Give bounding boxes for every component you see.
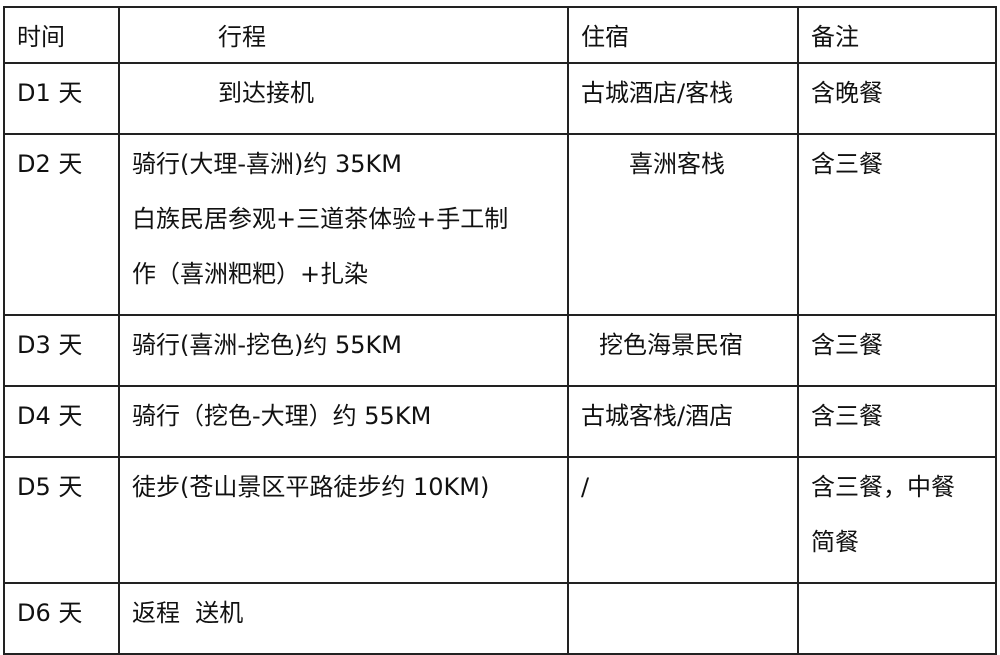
lodging-cell: 挖色海景民宿 [567, 314, 799, 387]
notes-cell: 含三餐 [797, 133, 997, 316]
lodging-cell [567, 582, 799, 655]
itinerary-line: 白族民居参观+三道茶体验+手工制 [132, 205, 509, 233]
itinerary-line: 骑行(大理-喜洲)约 35KM [132, 150, 402, 178]
table-row: D2 天 骑行(大理-喜洲)约 35KM 白族民居参观+三道茶体验+手工制 作（… [3, 133, 997, 316]
notes-cell [797, 582, 997, 655]
notes-line: 含晚餐 [811, 79, 883, 107]
itinerary-cell: 返程 送机 [118, 582, 569, 655]
itinerary-line: 返程 送机 [132, 599, 244, 627]
itinerary-cell: 骑行(大理-喜洲)约 35KM 白族民居参观+三道茶体验+手工制 作（喜洲粑粑）… [118, 133, 569, 316]
itinerary-cell: 骑行（挖色-大理）约 55KM [118, 385, 569, 458]
itinerary-line: 到达接机 [218, 79, 314, 107]
itinerary-cell: 到达接机 [118, 62, 569, 135]
itinerary-line: 徒步(苍山景区平路徒步约 10KM) [132, 473, 490, 501]
header-itinerary: 行程 [118, 6, 569, 64]
day-cell: D3 天 [3, 314, 120, 387]
day-cell: D5 天 [3, 456, 120, 584]
day-cell: D1 天 [3, 62, 120, 135]
notes-cell: 含三餐 [797, 385, 997, 458]
notes-cell: 含晚餐 [797, 62, 997, 135]
lodging-cell: / [567, 456, 799, 584]
notes-line: 含三餐 [811, 402, 883, 430]
lodging-cell: 古城客栈/酒店 [567, 385, 799, 458]
header-time: 时间 [3, 6, 120, 64]
table-row: D3 天 骑行(喜洲-挖色)约 55KM 挖色海景民宿 含三餐 [3, 314, 997, 387]
notes-line: 含三餐 [811, 150, 883, 178]
itinerary-line: 作（喜洲粑粑）+扎染 [132, 260, 369, 288]
itinerary-line: 骑行（挖色-大理）约 55KM [132, 402, 432, 430]
lodging-cell: 喜洲客栈 [567, 133, 799, 316]
notes-cell: 含三餐 [797, 314, 997, 387]
itinerary-table: 时间 行程 住宿 备注 D1 天 到达接机 古城酒店/客栈 含晚餐 D2 天 骑… [3, 6, 997, 655]
itinerary-cell: 徒步(苍山景区平路徒步约 10KM) [118, 456, 569, 584]
table-row: D5 天 徒步(苍山景区平路徒步约 10KM) / 含三餐，中餐 简餐 [3, 456, 997, 584]
lodging-cell: 古城酒店/客栈 [567, 62, 799, 135]
day-cell: D6 天 [3, 582, 120, 655]
table-row: D6 天 返程 送机 [3, 582, 997, 655]
table-row: D1 天 到达接机 古城酒店/客栈 含晚餐 [3, 62, 997, 135]
day-cell: D2 天 [3, 133, 120, 316]
day-cell: D4 天 [3, 385, 120, 458]
notes-line: 含三餐，中餐 [811, 473, 955, 501]
table-header-row: 时间 行程 住宿 备注 [3, 6, 997, 64]
notes-line: 简餐 [811, 528, 859, 556]
header-notes: 备注 [797, 6, 997, 64]
itinerary-cell: 骑行(喜洲-挖色)约 55KM [118, 314, 569, 387]
notes-line: 含三餐 [811, 331, 883, 359]
notes-cell: 含三餐，中餐 简餐 [797, 456, 997, 584]
header-lodging: 住宿 [567, 6, 799, 64]
table-row: D4 天 骑行（挖色-大理）约 55KM 古城客栈/酒店 含三餐 [3, 385, 997, 458]
itinerary-line: 骑行(喜洲-挖色)约 55KM [132, 331, 402, 359]
